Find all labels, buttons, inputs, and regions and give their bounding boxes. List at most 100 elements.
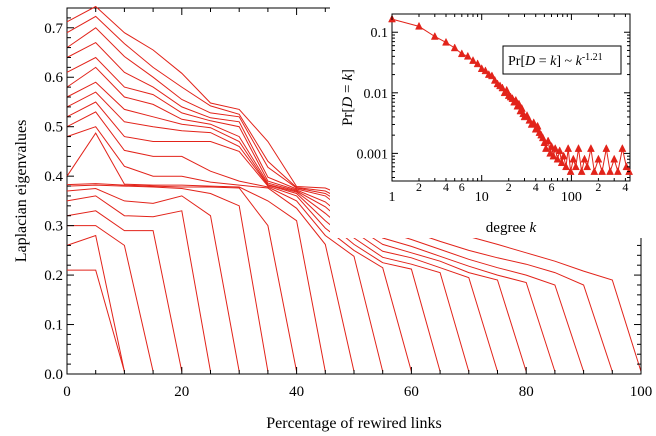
degree-point-marker (457, 49, 466, 58)
inset-plot-frame (391, 13, 631, 182)
degree-point-marker (566, 167, 575, 175)
eigenvalue-series-8 (66, 91, 441, 372)
degree-point-marker (469, 56, 477, 64)
inset-y-tick-label: 0.001 (357, 147, 389, 162)
y-tick-label: 0.7 (44, 21, 63, 37)
degree-point-marker (481, 66, 490, 75)
y-tick-label: 0.6 (44, 70, 63, 86)
eigenvalue-series-18 (67, 225, 154, 372)
degree-point-marker (533, 121, 542, 130)
degree-point-marker (549, 151, 558, 160)
degree-point-marker (598, 167, 607, 175)
y-tick-label: 0.3 (44, 219, 63, 235)
annotation-box-frame (502, 45, 622, 75)
degree-point-marker (463, 51, 472, 60)
x-tick-label: 60 (404, 384, 419, 400)
main-series-group (66, 5, 642, 372)
degree-point-marker (614, 167, 622, 175)
inset-x-tick-label: 100 (561, 190, 582, 205)
degree-point-marker (577, 167, 586, 175)
degree-point-marker (547, 141, 556, 150)
inset-annotation-box: Pr[D = k] ~ k-1.21 (502, 45, 622, 75)
inset-x-minor-label: 6 (459, 180, 465, 194)
y-tick-label: 0.2 (44, 268, 63, 284)
x-axis-title: Percentage of rewired links (266, 415, 441, 432)
inset-x-tick-label: 10 (475, 190, 489, 205)
degree-point-marker (523, 111, 531, 119)
degree-point-marker (571, 162, 580, 171)
eigenvalue-series-19 (66, 234, 125, 372)
eigenvalue-series-16 (66, 195, 211, 372)
inset-x-minor-label: 2 (416, 180, 422, 194)
eigenvalue-series-13 (66, 183, 298, 372)
inset-y-axis-title: Pr[D = k] (340, 69, 356, 126)
degree-point-marker (583, 162, 592, 171)
degree-point-marker (606, 167, 615, 175)
degree-point-marker (450, 43, 459, 52)
degree-point-marker (590, 167, 599, 175)
eigenvalue-series-12 (66, 132, 326, 372)
inset-x-minor-label: 4 (443, 180, 449, 194)
y-tick-label: 0.0 (44, 367, 63, 383)
eigenvalue-series-14 (66, 184, 269, 372)
degree-point-marker (551, 144, 560, 152)
degree-point-marker (542, 144, 550, 152)
eigenvalue-series-6 (66, 66, 498, 372)
x-tick-label: 40 (289, 384, 304, 400)
degree-point-marker (544, 136, 553, 145)
x-tick-label: 20 (174, 384, 189, 400)
degree-point-marker (415, 21, 423, 30)
degree-point-marker (477, 64, 486, 72)
eigenvalue-series-4 (66, 41, 556, 372)
degree-point-marker (594, 154, 603, 163)
degree-point-marker (515, 99, 523, 108)
degree-point-marker (517, 103, 526, 112)
degree-point-marker (569, 154, 578, 163)
degree-point-marker (580, 154, 589, 163)
degree-point-marker (473, 59, 482, 68)
inset-y-tick-label: 0.01 (364, 87, 389, 102)
eigenvalue-series-17 (66, 210, 183, 372)
power-law-annotation: Pr[D = k] ~ k-1.21 (508, 52, 603, 70)
degree-point-marker (562, 162, 570, 171)
degree-point-marker (587, 144, 595, 152)
inset-series-group (388, 14, 634, 175)
inset-x-minor-label: 6 (549, 180, 555, 194)
degree-point-marker (555, 146, 564, 155)
inset-y-tick-label: 0.1 (371, 26, 389, 41)
inset-x-minor-label: 4 (622, 180, 628, 194)
eigenvalue-series-3 (66, 27, 585, 372)
degree-point-marker (430, 31, 439, 40)
degree-point-marker (553, 154, 562, 163)
eigenvalue-series-5 (66, 56, 527, 372)
inset-x-tick-label: 1 (389, 190, 396, 205)
eigenvalue-series-10 (66, 111, 384, 372)
degree-point-marker (602, 144, 611, 152)
y-axis-title: Laplacian eigenvalues (13, 120, 30, 263)
y-tick-label: 0.5 (44, 120, 63, 136)
degree-point-marker (442, 37, 450, 46)
inset-x-minor-label: 4 (533, 180, 539, 194)
degree-point-marker (574, 144, 583, 152)
eigenvalue-series-15 (66, 187, 240, 372)
degree-point-marker (559, 151, 568, 160)
inset-x-axis-title: degree k (486, 220, 537, 236)
degree-point-marker (618, 144, 627, 152)
x-tick-label: 0 (63, 384, 71, 400)
inset-x-minor-label: 2 (506, 180, 512, 194)
eigenvalue-series-11 (66, 126, 355, 372)
degree-point-marker (610, 154, 619, 163)
degree-point-marker (564, 144, 573, 152)
inset-x-minor-label: 2 (595, 180, 601, 194)
main-chart: 0 20 40 60 80 100 0.0 0.1 0.2 0.3 0.4 0.5 0.6 0.7 Per… (13, 5, 653, 432)
y-tick-label: 0.4 (44, 169, 63, 185)
degree-point-marker (557, 158, 566, 167)
x-tick-label: 100 (630, 384, 653, 400)
degree-point-marker (511, 95, 520, 104)
degree-point-marker (529, 118, 538, 127)
degree-point-marker (488, 71, 496, 80)
eigenvalue-series-20 (67, 269, 125, 372)
